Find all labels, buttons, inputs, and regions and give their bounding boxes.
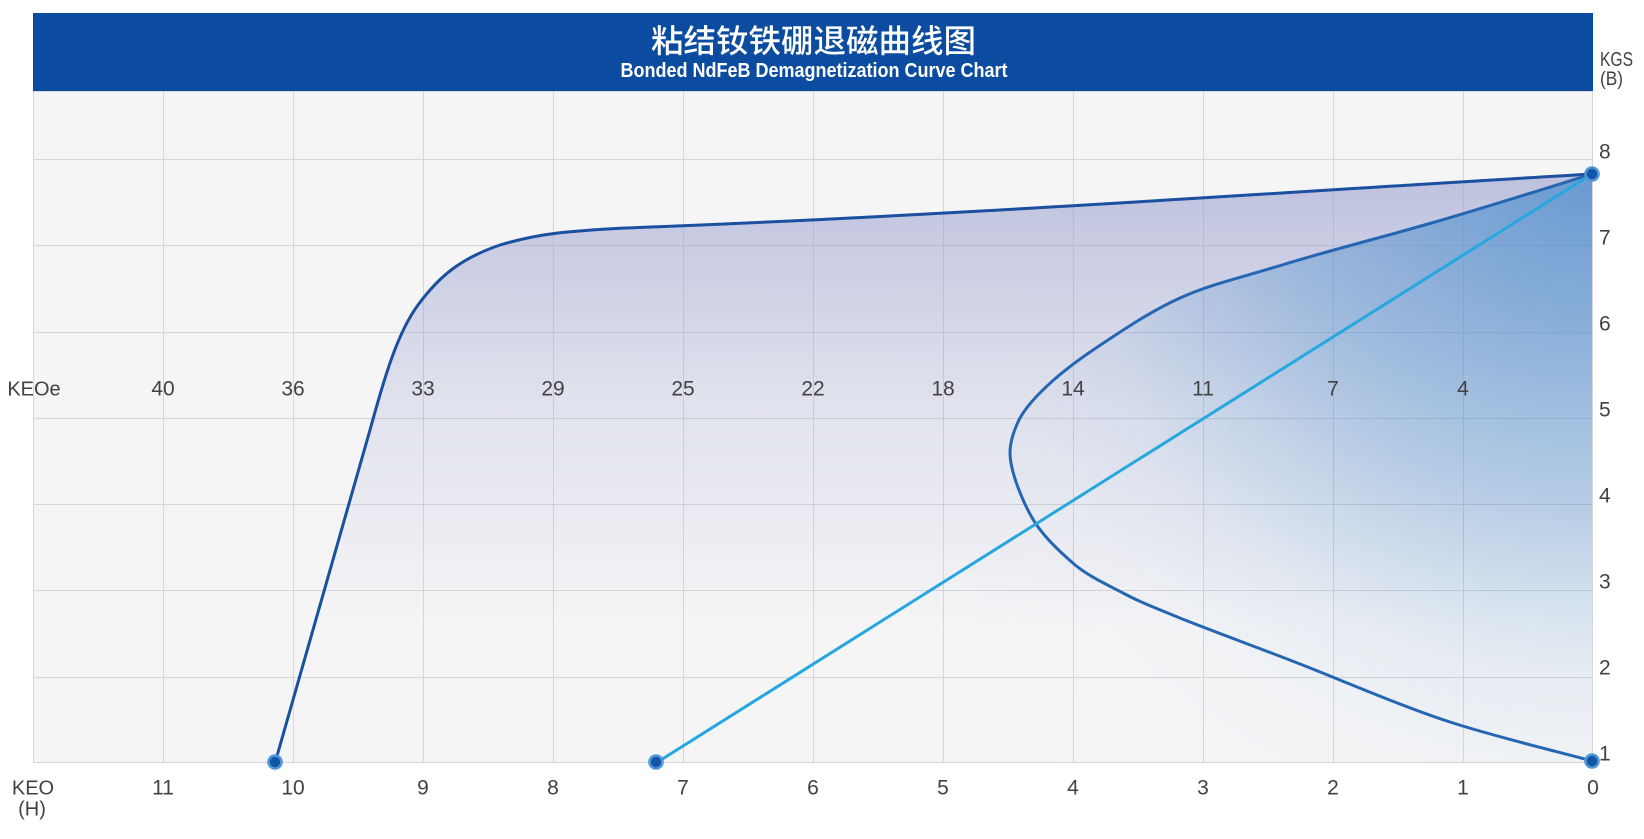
svg-text:11: 11 <box>1192 378 1214 401</box>
svg-text:18: 18 <box>931 378 954 401</box>
svg-text:6: 6 <box>807 777 819 800</box>
svg-text:9: 9 <box>417 777 429 800</box>
svg-text:1: 1 <box>1599 743 1611 766</box>
svg-text:Bonded NdFeB Demagnetization C: Bonded NdFeB Demagnetization Curve Chart <box>621 60 1008 82</box>
svg-text:5: 5 <box>937 777 949 800</box>
svg-text:11: 11 <box>152 777 174 800</box>
svg-text:2: 2 <box>1599 657 1611 680</box>
svg-text:7: 7 <box>1599 227 1611 250</box>
svg-text:7: 7 <box>677 777 689 800</box>
svg-text:40: 40 <box>151 378 174 401</box>
svg-text:10: 10 <box>281 777 304 800</box>
svg-text:36: 36 <box>281 378 304 401</box>
svg-text:0: 0 <box>1587 777 1599 800</box>
svg-text:4: 4 <box>1457 378 1469 401</box>
svg-text:25: 25 <box>671 378 694 401</box>
svg-text:29: 29 <box>541 378 564 401</box>
svg-text:(H): (H) <box>18 799 46 821</box>
svg-text:KEO: KEO <box>12 778 54 800</box>
svg-text:8: 8 <box>1599 141 1611 164</box>
svg-text:6: 6 <box>1599 313 1611 336</box>
svg-text:4: 4 <box>1599 485 1611 508</box>
svg-text:8: 8 <box>547 777 559 800</box>
svg-text:5: 5 <box>1599 399 1611 422</box>
svg-text:3: 3 <box>1599 571 1611 594</box>
svg-text:1: 1 <box>1457 777 1469 800</box>
svg-text:7: 7 <box>1327 378 1339 401</box>
svg-text:33: 33 <box>411 378 434 401</box>
svg-text:KEOe: KEOe <box>7 379 60 401</box>
svg-text:KGS: KGS <box>1600 49 1633 71</box>
svg-text:4: 4 <box>1067 777 1079 800</box>
svg-text:2: 2 <box>1327 777 1339 800</box>
svg-text:3: 3 <box>1197 777 1209 800</box>
svg-text:14: 14 <box>1061 378 1085 401</box>
svg-text:22: 22 <box>801 378 824 401</box>
svg-text:(B): (B) <box>1600 69 1623 90</box>
